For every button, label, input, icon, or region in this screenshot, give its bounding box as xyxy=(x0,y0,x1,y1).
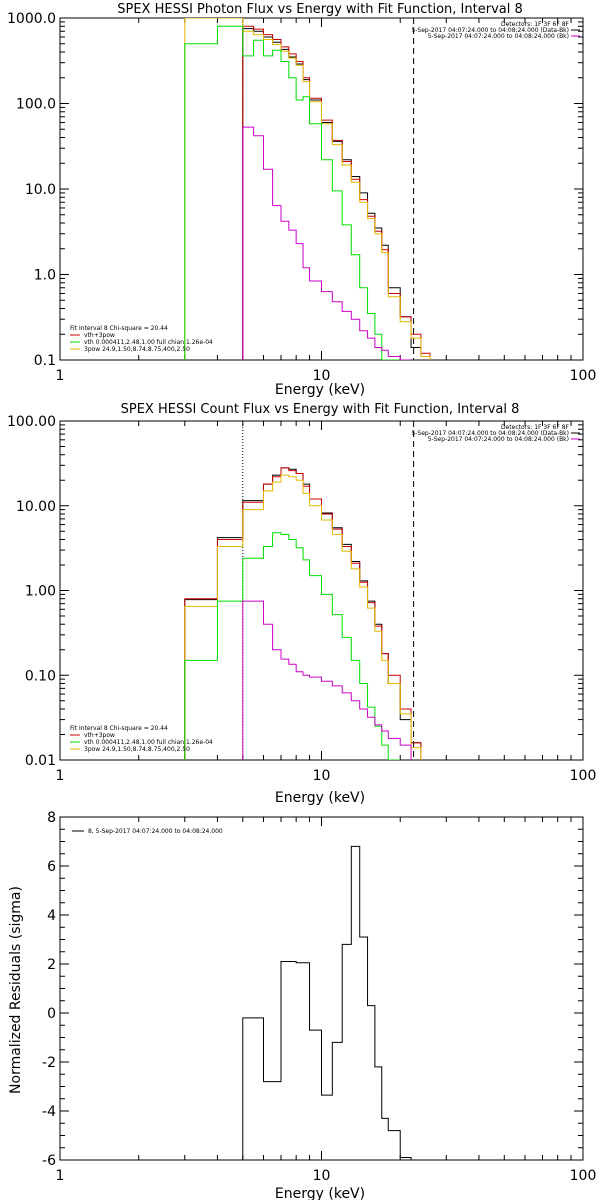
y-tick-label: 0.1 xyxy=(34,353,56,369)
legend-label: 8, 5-Sep-2017 04:07:24.000 to 04:08:24.0… xyxy=(88,828,223,835)
info-line: 5-Sep-2017 04:07:24.000 to 04:08:24.000 … xyxy=(428,33,569,40)
legend-label: vth+3pow xyxy=(84,732,115,739)
panel1-plot: 1 10 100 0.1 1.0 10.0 100.0 1000.0 Detectors: 1F… xyxy=(7,11,596,384)
panel2-title: SPEX HESSI Count Flux vs Energy with Fit… xyxy=(121,402,520,417)
y-tick-label: 10.0 xyxy=(25,182,56,198)
panel2-xlabel: Energy (keV) xyxy=(275,790,365,806)
y-tick-label: 8 xyxy=(47,810,56,826)
x-tick-label: 1 xyxy=(56,368,65,384)
legend-label: 3pow 24.9,1.50,8.74,8.75,400,2.50 xyxy=(84,746,190,753)
panel3-xlabel: Energy (keV) xyxy=(275,1186,365,1200)
legend-label: vth 0.000411,2.48,1.00 full chian 1.26e-… xyxy=(84,739,213,746)
series-step-line xyxy=(242,600,412,760)
x-tick-label: 10 xyxy=(313,1168,331,1184)
legend-label: vth+3pow xyxy=(84,332,115,339)
legend-label: 3pow 24.9,1.50,8.74,8.75,400,2.50 xyxy=(84,346,190,353)
panel-count-flux: SPEX HESSI Count Flux vs Energy with Fit… xyxy=(7,402,596,806)
info-line: 5-Sep-2017 04:07:24.000 to 04:08:24.000 … xyxy=(411,430,569,437)
panel1-xlabel: Energy (keV) xyxy=(275,382,365,398)
panel2-plot: 1 10 100 0.01 0.10 1.00 10.00 100.00 Detectors: … xyxy=(7,414,596,784)
series-step-line xyxy=(184,25,401,360)
panel-photon-flux: SPEX HESSI Photon Flux vs Energy with Fi… xyxy=(7,2,596,398)
y-tick-label: 10.00 xyxy=(16,499,56,515)
y-tick-label: 4 xyxy=(47,908,56,924)
fit-label: Fit Interval 8 Chi-square = 20.44 xyxy=(70,325,168,332)
panel-residuals: 1 10 100 -6 -4 -2 0 2 4 6 8 8, 5-Sep-2017 04:07:24.… xyxy=(8,810,596,1200)
plot-frame xyxy=(59,17,584,361)
x-tick-label: 10 xyxy=(313,368,331,384)
y-tick-label: 2 xyxy=(47,957,56,973)
y-tick-label: -6 xyxy=(42,1153,56,1169)
x-tick-label: 1 xyxy=(56,1168,65,1184)
fit-label: Fit Interval 8 Chi-square = 20.44 xyxy=(70,725,168,732)
y-tick-label: 0.01 xyxy=(25,753,56,769)
series-step-line xyxy=(184,467,422,760)
series-step-line xyxy=(242,126,412,360)
y-tick-label: 1.0 xyxy=(34,268,56,284)
series-step-line xyxy=(184,467,422,760)
y-tick-label: 0 xyxy=(47,1006,56,1022)
panel1-title: SPEX HESSI Photon Flux vs Energy with Fi… xyxy=(117,2,523,17)
series-step-line xyxy=(184,18,431,360)
y-tick-label: 1000.0 xyxy=(7,11,56,27)
y-tick-label: 6 xyxy=(47,859,56,875)
panel3-plot: 1 10 100 -6 -4 -2 0 2 4 6 8 8, 5-Sep-2017 04:07:24.… xyxy=(42,810,596,1184)
info-line: 5-Sep-2017 04:07:24.000 to 04:08:24.000 … xyxy=(428,436,569,443)
x-tick-label: 100 xyxy=(570,768,597,784)
y-tick-label: -4 xyxy=(42,1104,56,1120)
info-line: Detectors: 1F 3F 6F 8F xyxy=(501,424,570,431)
series-step-line xyxy=(242,25,431,360)
series-step-line xyxy=(242,28,431,360)
y-tick-label: 100.00 xyxy=(7,414,56,430)
legend-label: vth 0.000411,2.48,1.00 full chian 1.26e-… xyxy=(84,339,213,346)
series-step-line xyxy=(184,532,401,760)
x-tick-label: 10 xyxy=(313,768,331,784)
y-tick-label: -2 xyxy=(42,1055,56,1071)
panel3-ylabel: Normalized Residuals (sigma) xyxy=(8,886,24,1094)
x-tick-label: 1 xyxy=(56,768,65,784)
y-tick-label: 0.10 xyxy=(25,668,56,684)
x-tick-label: 100 xyxy=(570,368,597,384)
x-tick-label: 100 xyxy=(570,1168,597,1184)
series-step-line xyxy=(184,474,422,760)
y-tick-label: 1.00 xyxy=(25,584,56,600)
y-tick-label: 100.0 xyxy=(16,97,56,113)
info-line: Detectors: 1F 3F 6F 8F xyxy=(501,21,570,28)
info-line: 5-Sep-2017 04:07:24.000 to 04:08:24.000 … xyxy=(411,27,569,34)
plot-frame xyxy=(59,816,584,1161)
series-step-line xyxy=(242,845,412,1160)
